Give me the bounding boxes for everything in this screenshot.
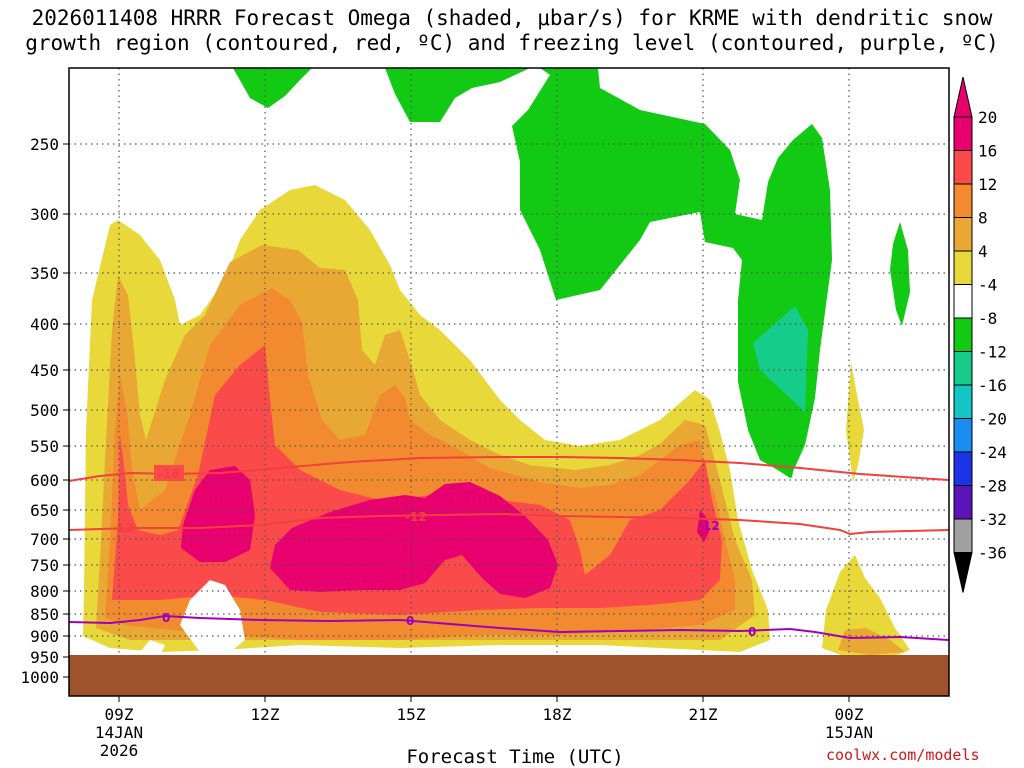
colorbar-label: -28 bbox=[978, 477, 1007, 496]
colorbar-over-arrow bbox=[953, 76, 973, 118]
colorbar-swatch bbox=[953, 485, 973, 520]
y-tick-label: 250 bbox=[30, 135, 59, 154]
y-tick-label: 600 bbox=[30, 471, 59, 490]
freezing-label-2: 0 bbox=[406, 614, 414, 628]
dgz-upper-label: -18 bbox=[158, 467, 180, 481]
contour-labels: -18 -12 -12 -12 0 0 0 bbox=[112, 465, 756, 639]
colorbar-label: 8 bbox=[978, 209, 988, 228]
omega-white-notch-2 bbox=[140, 640, 165, 656]
y-tick-label: 450 bbox=[30, 361, 59, 380]
colorbar-label: -16 bbox=[978, 376, 1007, 395]
colorbar: 20 16 12 8 4 -4 -8 -12 -16 -20 -24 -28 -32 -36 bbox=[953, 76, 1007, 593]
colorbar-swatch bbox=[953, 418, 973, 453]
colorbar-swatch bbox=[953, 150, 973, 185]
freezing-label-3: 0 bbox=[748, 625, 756, 639]
plot-frame bbox=[68, 67, 950, 697]
x-tick-label: 09Z bbox=[105, 705, 134, 724]
dgz-lower-label-3: -12 bbox=[698, 519, 720, 533]
omega-magenta-20-b bbox=[270, 482, 558, 598]
colorbar-label: 20 bbox=[978, 108, 997, 127]
gridlines bbox=[69, 68, 949, 696]
omega-magenta-20-a bbox=[181, 466, 255, 562]
omega-orange-8-00z bbox=[838, 628, 905, 655]
contours: -18 -12 -12 -12 0 0 0 bbox=[69, 456, 949, 641]
colorbar-swatch bbox=[953, 384, 973, 419]
colorbar-swatch bbox=[953, 317, 973, 352]
omega-yellow-spike bbox=[846, 362, 864, 482]
dgz-lower-contour bbox=[69, 512, 949, 536]
x-tick-label: 21Z bbox=[689, 705, 718, 724]
colorbar-label: -24 bbox=[978, 443, 1007, 462]
colorbar-label: -12 bbox=[978, 343, 1007, 362]
x-tick-label: 15Z bbox=[397, 705, 426, 724]
y-tick-label: 350 bbox=[30, 264, 59, 283]
x-tick-label: 00Z bbox=[835, 705, 864, 724]
colorbar-swatch bbox=[953, 183, 973, 218]
omega-green-top-mid bbox=[385, 68, 530, 122]
y-tick-label: 700 bbox=[30, 530, 59, 549]
chart-title: 2026011408 HRRR Forecast Omega (shaded, … bbox=[0, 6, 1024, 56]
y-tick-label: 300 bbox=[30, 205, 59, 224]
y-tick-label: 950 bbox=[30, 648, 59, 667]
y-tick-label: 800 bbox=[30, 582, 59, 601]
y-tick-label: 850 bbox=[30, 605, 59, 624]
y-tick-label: 500 bbox=[30, 401, 59, 420]
x-tick-year: 2026 bbox=[100, 741, 139, 760]
colorbar-swatch bbox=[953, 351, 973, 386]
colorbar-label: -32 bbox=[978, 510, 1007, 529]
x-tick-date: 15JAN bbox=[825, 723, 873, 742]
colorbar-label: -36 bbox=[978, 544, 1007, 563]
colorbar-swatch bbox=[953, 250, 973, 285]
chart-title-line2: growth region (contoured, red, ºC) and f… bbox=[25, 31, 999, 55]
omega-green-top-left bbox=[233, 68, 312, 108]
omega-white-notch bbox=[180, 580, 245, 652]
y-axis: 250 300 350 400 450 500 550 600 650 700 750 800 850 9… bbox=[20, 135, 69, 687]
watermark: coolwx.com/models bbox=[826, 746, 980, 764]
colorbar-swatch bbox=[953, 284, 973, 319]
omega-shading bbox=[83, 68, 910, 660]
colorbar-under-arrow bbox=[953, 552, 973, 593]
dgz-lower-label-1: -12 bbox=[112, 521, 134, 535]
y-tick-label: 550 bbox=[30, 437, 59, 456]
chart-title-line1: 2026011408 HRRR Forecast Omega (shaded, … bbox=[31, 6, 993, 30]
colorbar-label: -20 bbox=[978, 410, 1007, 429]
dgz-upper-label-bg bbox=[154, 465, 184, 481]
colorbar-swatch bbox=[953, 116, 973, 151]
freezing-level-contour bbox=[69, 614, 949, 641]
ground-below-surface bbox=[69, 655, 949, 696]
freezing-label-1: 0 bbox=[162, 611, 170, 625]
colorbar-label: -4 bbox=[978, 276, 997, 295]
y-tick-label: 1000 bbox=[20, 668, 59, 687]
y-tick-label: 900 bbox=[30, 627, 59, 646]
colorbar-label: 12 bbox=[978, 175, 997, 194]
x-tick-label: 18Z bbox=[543, 705, 572, 724]
y-tick-label: 750 bbox=[30, 556, 59, 575]
omega-green-small-right bbox=[890, 222, 910, 326]
colorbar-label: 16 bbox=[978, 142, 997, 161]
y-tick-label: 400 bbox=[30, 315, 59, 334]
x-axis-label: Forecast Time (UTC) bbox=[406, 746, 624, 768]
colorbar-label: 4 bbox=[978, 242, 988, 261]
colorbar-swatch bbox=[953, 451, 973, 486]
colorbar-swatch bbox=[953, 217, 973, 252]
colorbar-swatch bbox=[953, 518, 973, 553]
x-tick-date: 14JAN bbox=[95, 723, 143, 742]
colorbar-label: -8 bbox=[978, 309, 997, 328]
omega-green-main bbox=[512, 68, 832, 478]
omega-teal-core bbox=[753, 306, 808, 412]
dgz-lower-label-2: -12 bbox=[405, 510, 427, 524]
dgz-upper-contour bbox=[69, 456, 949, 482]
x-tick-label: 12Z bbox=[251, 705, 280, 724]
y-tick-label: 650 bbox=[30, 501, 59, 520]
